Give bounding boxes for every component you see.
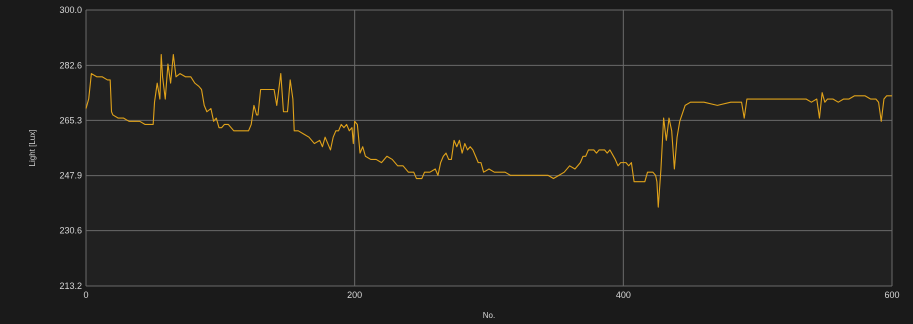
y-tick-label: 300.0: [59, 5, 82, 15]
x-axis-title: No.: [483, 311, 495, 320]
y-tick-label: 230.6: [59, 226, 82, 236]
series-layer: [85, 53, 892, 208]
y-tick-label: 265.3: [59, 115, 82, 125]
grid-lines: [85, 9, 893, 287]
x-tick-label: 0: [83, 290, 88, 300]
y-tick-label: 282.6: [59, 60, 82, 70]
x-tick-label: 600: [884, 290, 899, 300]
tick-labels: 213.2 230.6 247.9 265.3 282.6 300.0 0 200 400 600: [59, 5, 899, 300]
y-axis-title: Light [Lux]: [28, 130, 37, 167]
x-tick-label: 400: [616, 290, 631, 300]
y-tick-label: 247.9: [59, 171, 82, 181]
plot-area: [86, 10, 892, 286]
x-tick-label: 200: [347, 290, 362, 300]
series-line: [85, 53, 892, 208]
y-tick-label: 213.2: [59, 281, 82, 291]
